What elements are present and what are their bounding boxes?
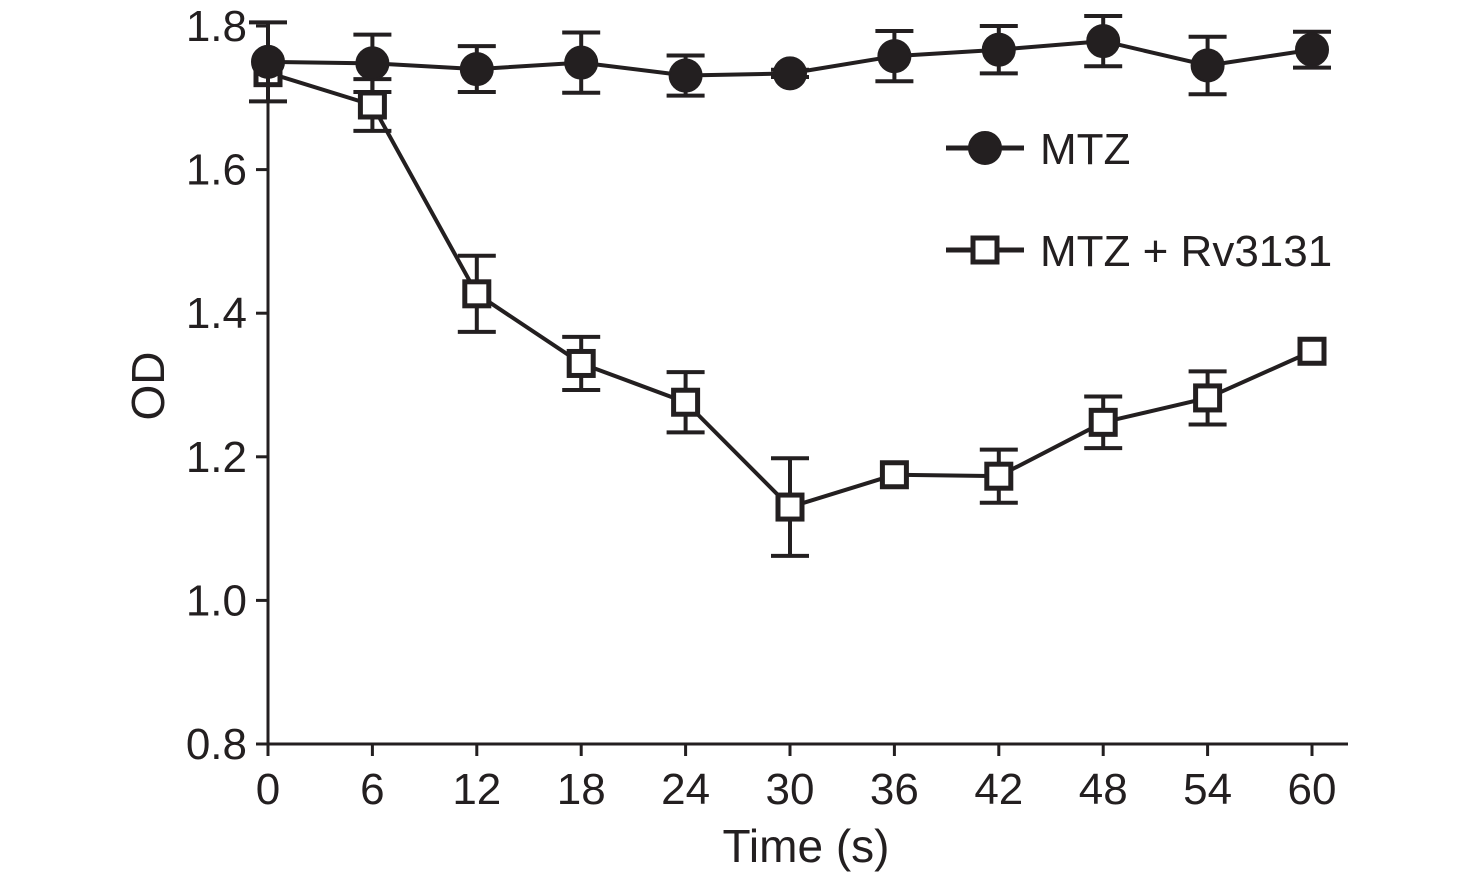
- y-axis-title: OD: [122, 352, 174, 421]
- x-tick-label: 48: [1079, 765, 1128, 814]
- series-layer: [249, 13, 1331, 558]
- x-tick-label: 36: [870, 765, 919, 814]
- data-point: [357, 90, 387, 120]
- data-point: [1086, 24, 1121, 59]
- legend: MTZ MTZ + Rv3131: [946, 125, 1332, 276]
- y-tick-label: 1.0: [186, 576, 247, 625]
- series-0: [249, 13, 1331, 104]
- x-tick-label: 24: [661, 765, 710, 814]
- data-point: [981, 32, 1016, 67]
- data-point: [1190, 48, 1225, 83]
- y-tick-label: 0.8: [186, 720, 247, 769]
- x-tick-label: 6: [360, 765, 384, 814]
- data-point: [984, 461, 1014, 491]
- legend-label: MTZ + Rv3131: [1040, 227, 1332, 276]
- data-point: [668, 58, 703, 93]
- x-tick-label: 54: [1183, 765, 1232, 814]
- legend-marker: [968, 131, 1002, 165]
- x-tick-label: 12: [452, 765, 501, 814]
- series-line: [267, 70, 1313, 510]
- data-point: [459, 52, 494, 87]
- y-tick-label: 1.4: [186, 289, 247, 338]
- x-tick-label: 30: [766, 765, 815, 814]
- data-point: [355, 46, 390, 81]
- data-point: [566, 348, 596, 378]
- legend-label: MTZ: [1040, 125, 1130, 174]
- y-tick-label: 1.8: [186, 2, 247, 51]
- x-axis-title: Time (s): [723, 820, 890, 872]
- x-tick-label: 60: [1288, 765, 1337, 814]
- data-point: [671, 387, 701, 417]
- data-point: [773, 56, 807, 91]
- data-point: [879, 460, 909, 490]
- x-tick-label: 0: [256, 765, 280, 814]
- axes: 0 6 12 18 24 30 36 42 48 54 60 0.8 1.0 1.2 1.4 1.6 1.8 Ti…: [122, 2, 1348, 872]
- data-point: [462, 279, 492, 309]
- legend-marker: [970, 235, 1000, 265]
- y-tick-label: 1.2: [186, 433, 247, 482]
- series-1: [253, 58, 1327, 558]
- data-point: [1088, 407, 1118, 437]
- data-point: [877, 39, 912, 74]
- data-point: [564, 45, 599, 80]
- x-tick-label: 42: [974, 765, 1023, 814]
- data-point: [1297, 336, 1327, 366]
- data-point: [251, 44, 285, 79]
- data-point: [775, 492, 805, 522]
- data-point: [1193, 383, 1223, 413]
- x-tick-label: 18: [557, 765, 606, 814]
- y-tick-label: 1.6: [186, 146, 247, 195]
- data-point: [1295, 32, 1329, 67]
